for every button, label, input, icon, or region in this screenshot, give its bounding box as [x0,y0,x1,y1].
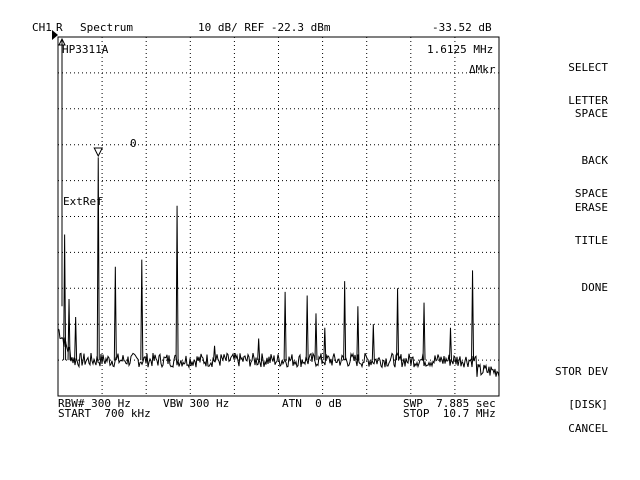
sweep-time-readout: SWP 7.885 sec [403,397,496,410]
spectral-peak [343,281,347,361]
delta-marker-triangle [93,147,104,158]
spectral-peak [314,313,318,361]
softkey-label: CANCEL [568,422,608,435]
softkey-label: SPACE [574,187,608,200]
spectral-peak [471,270,475,361]
vbw-readout: VBW 300 Hz [163,397,230,410]
softkey-space[interactable]: SPACE [532,86,608,130]
reference-marker-triangle [58,37,66,46]
softkey-label: TITLE [574,234,608,247]
spectral-peak [305,295,309,361]
spectral-peak [113,266,117,361]
spectral-peak [371,324,375,361]
channel-label: CH1 [32,21,52,34]
ref-level-arrow-icon [52,30,58,40]
softkey-label: STOR DEV [555,365,608,378]
spectral-peak [323,327,327,361]
softkey-label: ERASE [574,201,608,214]
spectrum-trace [57,157,500,377]
mode-label: Spectrum [80,21,133,34]
rbw-readout: RBW# 300 Hz [58,397,131,410]
spectral-peak [96,157,100,361]
spectral-peak [74,317,78,361]
markers [52,30,104,307]
spectral-peak [396,288,400,361]
ext-ref-label: ExtRef [63,195,103,208]
spectral-peak [257,338,261,361]
instrument-title: HP3311A [62,43,109,56]
softkey-select-letter[interactable]: SELECT LETTER [532,40,608,117]
start-freq-readout: START 700 kHz [58,407,151,420]
spectral-peak [67,299,71,361]
softkey-cancel[interactable]: CANCEL [532,401,608,445]
scale-readout: 10 dB/ REF -22.3 dBm [198,21,331,34]
spectral-peak [63,234,67,361]
softkey-label: SELECT [568,61,608,74]
softkey-label: LETTER [568,94,608,107]
spectral-peak [175,205,179,361]
spectral-peak [140,259,144,361]
spectral-peak [356,306,360,361]
softkey-erase-title[interactable]: ERASE TITLE [532,180,608,257]
softkey-done[interactable]: DONE [532,260,609,304]
softkey-label: DONE [581,281,609,294]
softkey-back-space[interactable]: BACK SPACE [532,133,608,210]
marker-freq-readout: 1.6125 MHz [427,43,494,56]
spectral-peak [448,327,452,361]
delta-marker-label: ΔMkr [469,63,496,76]
marker-level-readout: -33.52 dB [432,21,492,34]
spectral-peak [283,291,287,361]
softkey-label: BACK [581,154,609,167]
softkey-label: [DISK] [568,398,608,411]
softkey-label: SPACE [574,107,608,120]
marker-index-label: 0 [130,137,137,150]
spectral-peak [422,302,426,361]
attenuation-readout: ATN 0 dB [282,397,342,410]
spectral-peak [213,345,217,361]
trace-label: R [56,21,63,34]
noise-floor-trace [57,328,500,377]
softkey-store-device[interactable]: STOR DEV [DISK] [532,344,608,421]
graticule [57,36,500,397]
stop-freq-readout: STOP 10.7 MHz [403,407,496,420]
